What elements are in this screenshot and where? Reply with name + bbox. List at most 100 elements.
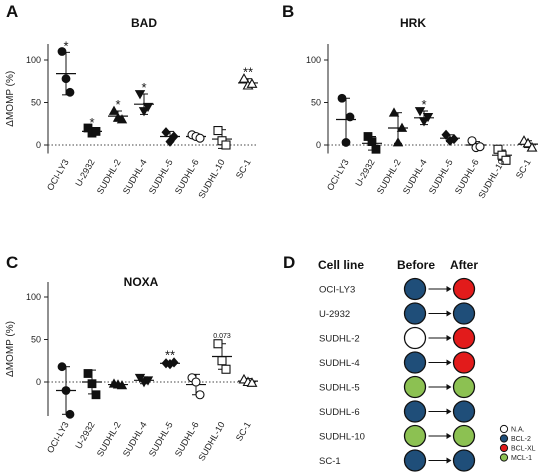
data-point — [169, 131, 179, 142]
data-point — [138, 107, 150, 117]
data-point — [414, 107, 426, 117]
arrow-head-icon — [446, 359, 452, 366]
legend-swatch — [499, 453, 509, 462]
x-category-label: SUDHL-5 — [427, 158, 455, 196]
legend-label: BCL-XL — [511, 446, 536, 453]
cell-line-name: SUDHL-4 — [319, 358, 360, 369]
status-circle-before — [403, 400, 427, 423]
panel-c: C NOXA 0 50 100 ΔMOMP (%) OCI-LY3 U-2932SUDHL-2… — [5, 253, 258, 463]
arrow-head-icon — [446, 335, 452, 341]
data-point — [422, 113, 434, 123]
data-point — [501, 155, 511, 165]
significance-marker: * — [141, 80, 146, 95]
significance-marker: ** — [243, 65, 253, 80]
y-axis-label: ΔMOMP (%) — [5, 71, 16, 127]
data-point — [238, 73, 250, 83]
status-circle-after — [452, 400, 476, 423]
status-circle-before — [403, 277, 427, 301]
data-point — [61, 386, 71, 395]
x-category-label: SUDHL-10 — [196, 158, 226, 201]
cell-line-name: SUDHL-5 — [319, 383, 360, 394]
table-row: SUDHL-6 — [319, 400, 476, 423]
legend-swatch — [499, 443, 509, 453]
data-point — [371, 144, 381, 154]
data-point — [87, 379, 97, 389]
status-circle-after — [452, 326, 476, 350]
status-circle-before — [403, 449, 427, 472]
y-tick-label: 100 — [306, 55, 321, 65]
x-category-label: U-2932 — [73, 420, 96, 451]
data-point — [61, 74, 71, 84]
y-tick-label: 50 — [31, 335, 41, 345]
data-point — [57, 362, 67, 372]
x-category-label: SUDHL-5 — [147, 420, 175, 458]
data-point — [91, 390, 101, 400]
x-category-label: SUDHL-10 — [476, 158, 506, 201]
data-point — [475, 142, 485, 152]
x-category-label: SUDHL-2 — [375, 158, 403, 196]
table-row: SUDHL-5 — [319, 375, 476, 399]
table-row: SUDHL-10 — [319, 424, 476, 448]
y-tick-label: 50 — [31, 98, 41, 108]
data-point — [134, 90, 146, 100]
x-category-label: SUDHL-6 — [173, 420, 201, 458]
data-point — [221, 140, 231, 150]
x-category-label: OCI-LY3 — [325, 158, 351, 193]
data-point — [388, 107, 400, 117]
data-point — [116, 114, 128, 124]
panel-d: D Cell line Before After OCI-LY3 U-2932 SUDHL-… — [283, 253, 536, 472]
data-point — [418, 117, 430, 127]
x-category-label: U-2932 — [353, 158, 376, 189]
x-category-label: SUDHL-6 — [453, 158, 481, 196]
data-point — [195, 390, 205, 400]
status-circle-before — [403, 375, 427, 399]
panel-label: A — [6, 2, 18, 21]
chart-title: NOXA — [124, 275, 159, 289]
x-category-label: SC-1 — [234, 420, 253, 443]
status-circle-after — [452, 302, 476, 325]
arrow-head-icon — [446, 310, 452, 317]
chart-title: HRK — [400, 16, 426, 30]
header-before: Before — [397, 258, 435, 272]
data-point — [142, 376, 154, 386]
legend: N.A. BCL-2 BCL-XL MCL-1 — [499, 424, 536, 462]
significance-marker: * — [89, 115, 94, 130]
data-point — [467, 136, 477, 146]
data-point — [396, 122, 408, 132]
header-cell-line: Cell line — [318, 258, 364, 272]
status-circle-before — [403, 326, 427, 350]
cell-line-name: OCI-LY3 — [319, 285, 355, 296]
data-point — [217, 356, 227, 366]
data-point — [116, 380, 128, 390]
cell-line-name: SUDHL-10 — [319, 432, 365, 443]
cell-line-name: U-2932 — [319, 309, 350, 320]
data-point — [83, 369, 93, 378]
table-row: SUDHL-2 — [319, 326, 476, 350]
data-point — [522, 137, 534, 148]
data-point — [169, 357, 179, 368]
legend-label: MCL-1 — [511, 455, 532, 462]
data-point — [341, 138, 351, 147]
status-circle-after — [452, 277, 476, 301]
x-category-label: SUDHL-2 — [95, 420, 123, 458]
status-circle-after — [452, 449, 476, 472]
arrow-head-icon — [446, 384, 452, 390]
significance-marker: * — [421, 97, 426, 112]
header-after: After — [450, 258, 478, 272]
arrow-head-icon — [446, 286, 452, 292]
status-circle-before — [403, 424, 427, 448]
y-tick-label: 0 — [36, 377, 41, 387]
legend-swatch — [499, 424, 509, 434]
cell-line-name: SUDHL-6 — [319, 407, 360, 418]
significance-pvalue: 0.073 — [213, 333, 231, 340]
panel-label: C — [6, 253, 18, 272]
panel-label: D — [283, 253, 295, 272]
y-tick-label: 100 — [26, 292, 41, 302]
status-circle-after — [452, 375, 476, 399]
data-point — [161, 127, 171, 138]
x-category-label: SUDHL-5 — [147, 158, 175, 196]
data-point — [441, 129, 451, 140]
table-row: SC-1 — [319, 449, 476, 472]
